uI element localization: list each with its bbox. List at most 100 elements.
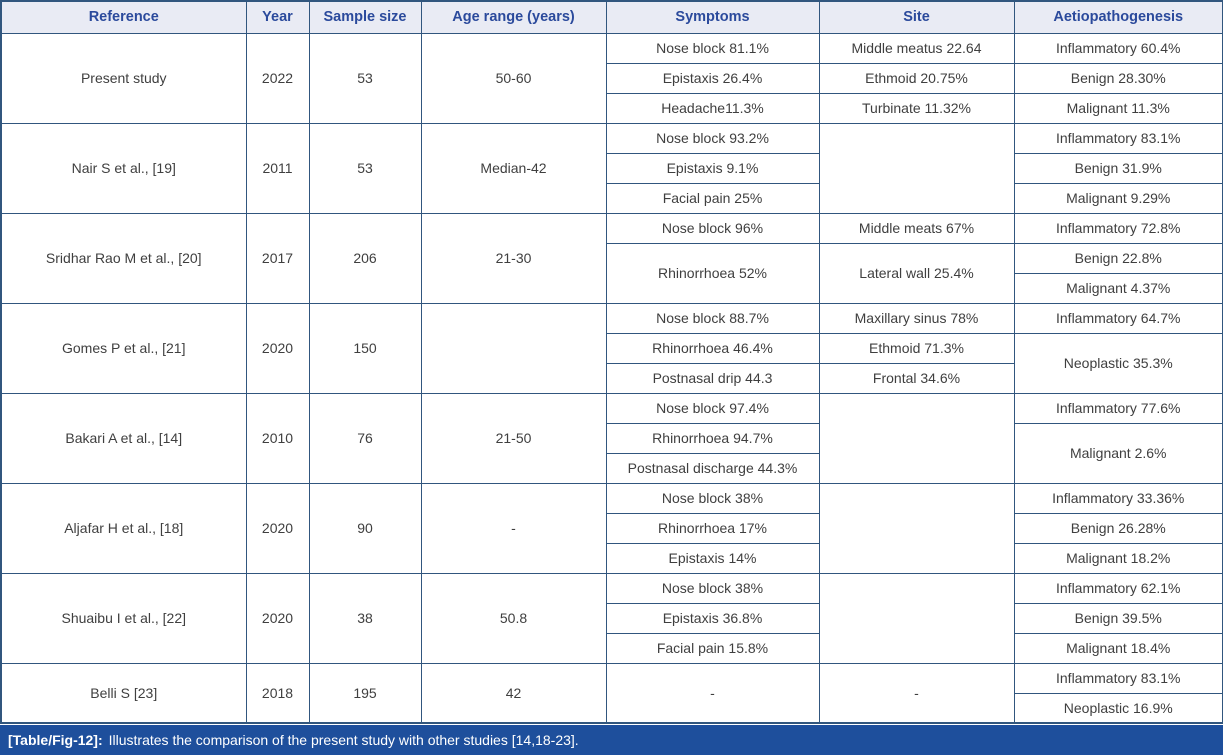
cell-symptom: Facial pain 15.8%: [605, 632, 820, 664]
comparison-table: Reference Year Sample size Age range (ye…: [0, 0, 1223, 724]
cell-reference: Shuaibu I et al., [22]: [0, 572, 247, 664]
cell-aetiopathogenesis: Malignant 11.3%: [1013, 92, 1223, 124]
cell-sample-size: 195: [308, 662, 422, 724]
cell-year: 2018: [245, 662, 310, 724]
table-row: Sridhar Rao M et al., [20] 2017 206 21-3…: [0, 212, 1223, 304]
table-row: Facial pain 25% Malignant 9.29%: [1, 182, 1223, 214]
cell-symptom: Nose block 96%: [605, 212, 820, 244]
cell-aetiopathogenesis: Inflammatory 64.7%: [1013, 302, 1223, 334]
cell-age-range: 21-30: [420, 212, 607, 304]
cell-symptom: Epistaxis 14%: [605, 542, 820, 574]
cell-reference: Bakari A et al., [14]: [0, 392, 247, 484]
cell-sample-size: 150: [308, 302, 422, 394]
cell-site: Maxillary sinus 78%: [818, 302, 1015, 334]
cell-symptom: Epistaxis 9.1%: [605, 152, 820, 184]
cell-symptom: Rhinorrhoea 17%: [605, 512, 820, 544]
cell-aetiopathogenesis: Malignant 9.29%: [1013, 182, 1223, 214]
cell-symptom: Headache11.3%: [605, 92, 820, 124]
cell-site: [818, 572, 1015, 664]
cell-year: 2022: [245, 32, 310, 124]
cell-age-range: Median-42: [420, 122, 607, 214]
cell-reference: Gomes P et al., [21]: [0, 302, 247, 394]
cell-aetiopathogenesis: Inflammatory 83.1%: [1013, 662, 1223, 694]
cell-aetiopathogenesis: Malignant 4.37%: [1013, 272, 1223, 304]
cell-aetiopathogenesis: Inflammatory 62.1%: [1013, 572, 1223, 604]
cell-site: [818, 122, 1015, 214]
caption-label: [Table/Fig-12]:: [8, 732, 103, 748]
cell-aetiopathogenesis: Inflammatory 60.4%: [1013, 32, 1223, 64]
cell-symptom: Nose block 93.2%: [605, 122, 820, 154]
cell-year: 2011: [245, 122, 310, 214]
column-header-site: Site: [818, 0, 1015, 34]
cell-aetiopathogenesis: Inflammatory 83.1%: [1013, 122, 1223, 154]
column-header-symptoms: Symptoms: [605, 0, 820, 34]
table-caption: [Table/Fig-12]: Illustrates the compariso…: [0, 725, 1223, 755]
header-row: Reference Year Sample size Age range (ye…: [0, 0, 1223, 34]
table-row: Facial pain 15.8% Malignant 18.4%: [1, 632, 1223, 664]
cell-year: 2020: [245, 302, 310, 394]
cell-symptom: Nose block 81.1%: [605, 32, 820, 64]
cell-site: Frontal 34.6%: [818, 362, 1015, 394]
cell-aetiopathogenesis: Malignant 18.4%: [1013, 632, 1223, 664]
table-row: Shuaibu I et al., [22] 2020 38 50.8 Nose…: [0, 572, 1223, 664]
column-header-year: Year: [245, 0, 310, 34]
cell-reference: Nair S et al., [19]: [0, 122, 247, 214]
cell-reference: Present study: [0, 32, 247, 124]
table-row: Epistaxis 36.8% Benign 39.5%: [1, 602, 1223, 634]
cell-symptom: Rhinorrhoea 46.4%: [605, 332, 820, 364]
table-row: Nair S et al., [19] 2011 53 Median-42 No…: [0, 122, 1223, 214]
cell-site: Ethmoid 71.3%: [818, 332, 1015, 364]
table-row: Malignant 4.37%: [1, 272, 1223, 304]
cell-symptom: Facial pain 25%: [605, 182, 820, 214]
cell-aetiopathogenesis: Benign 22.8%: [1013, 242, 1223, 274]
cell-symptom: Epistaxis 26.4%: [605, 62, 820, 94]
cell-year: 2020: [245, 482, 310, 574]
cell-age-range: 50-60: [420, 32, 607, 124]
column-header-age-range: Age range (years): [420, 0, 607, 34]
table-row: Rhinorrhoea 46.4% Ethmoid 71.3% Neoplast…: [1, 332, 1223, 394]
cell-symptom: Rhinorrhoea 94.7%: [605, 422, 820, 454]
cell-year: 2020: [245, 572, 310, 664]
cell-site: -: [818, 662, 1015, 724]
cell-aetiopathogenesis: Inflammatory 33.36%: [1013, 482, 1223, 514]
table-row: Gomes P et al., [21] 2020 150 Nose block…: [0, 302, 1223, 394]
table-row: Epistaxis 9.1% Benign 31.9%: [1, 152, 1223, 184]
cell-age-range: 42: [420, 662, 607, 724]
cell-age-range: -: [420, 482, 607, 574]
table-row: Belli S [23] 2018 195 42 - - Inflammator…: [0, 662, 1223, 724]
column-header-sample-size: Sample size: [308, 0, 422, 34]
cell-reference: Sridhar Rao M et al., [20]: [0, 212, 247, 304]
cell-sample-size: 38: [308, 572, 422, 664]
column-header-reference: Reference: [0, 0, 247, 34]
cell-symptom: Rhinorrhoea 52%: [605, 242, 820, 304]
cell-symptom: Nose block 38%: [605, 572, 820, 604]
table-row: Epistaxis 14% Malignant 18.2%: [1, 542, 1223, 574]
column-header-aetiopathogenesis: Aetiopathogenesis: [1013, 0, 1223, 34]
cell-sample-size: 53: [308, 32, 422, 124]
cell-aetiopathogenesis: Benign 26.28%: [1013, 512, 1223, 544]
cell-year: 2010: [245, 392, 310, 484]
cell-aetiopathogenesis: Inflammatory 77.6%: [1013, 392, 1223, 424]
cell-aetiopathogenesis: Neoplastic 35.3%: [1013, 332, 1223, 394]
cell-symptom: Postnasal drip 44.3: [605, 362, 820, 394]
cell-symptom: Epistaxis 36.8%: [605, 602, 820, 634]
table-row: Neoplastic 16.9%: [1, 692, 1223, 724]
caption-text: Illustrates the comparison of the presen…: [108, 732, 579, 748]
cell-aetiopathogenesis: Malignant 2.6%: [1013, 422, 1223, 484]
cell-site: [818, 392, 1015, 484]
cell-symptom: Nose block 97.4%: [605, 392, 820, 424]
cell-age-range: [420, 302, 607, 394]
cell-year: 2017: [245, 212, 310, 304]
cell-site: Lateral wall 25.4%: [818, 242, 1015, 304]
cell-site: Ethmoid 20.75%: [818, 62, 1015, 94]
cell-aetiopathogenesis: Neoplastic 16.9%: [1013, 692, 1223, 724]
table-row: Rhinorrhoea 17% Benign 26.28%: [1, 512, 1223, 544]
cell-aetiopathogenesis: Benign 31.9%: [1013, 152, 1223, 184]
cell-sample-size: 53: [308, 122, 422, 214]
cell-symptom: Postnasal discharge 44.3%: [605, 452, 820, 484]
cell-aetiopathogenesis: Malignant 18.2%: [1013, 542, 1223, 574]
cell-aetiopathogenesis: Benign 28.30%: [1013, 62, 1223, 94]
cell-age-range: 50.8: [420, 572, 607, 664]
table-row: Headache11.3% Turbinate 11.32% Malignant…: [1, 92, 1223, 124]
cell-reference: Belli S [23]: [0, 662, 247, 724]
